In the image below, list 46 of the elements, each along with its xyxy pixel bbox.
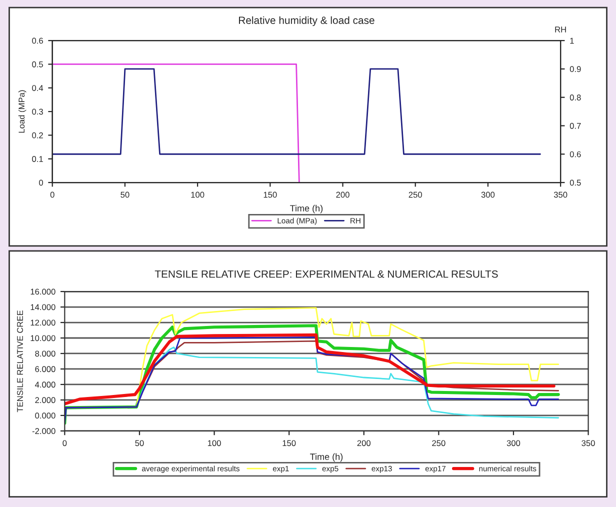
x-tick-label: 50 (120, 192, 130, 198)
x-tick-label: 250 (408, 192, 422, 198)
y2-tick-label: 0.9 (570, 66, 581, 72)
y-tick-label: 0.5 (32, 61, 43, 68)
x-axis-title: Time (h) (310, 453, 343, 462)
x-tick-label: 300 (506, 440, 520, 446)
chart-title: Relative humidity & load case (238, 16, 374, 26)
x-tick-label: 250 (432, 440, 446, 446)
y-tick-label: 14.000 (30, 304, 56, 310)
y2-tick-label: 0.8 (570, 94, 581, 100)
y2-tick-label: 0.7 (570, 122, 581, 129)
y-tick-label: 0 (39, 180, 44, 186)
y-tick-label: 0.2 (32, 132, 43, 138)
chart-title: TENSILE RELATIVE CREEP: EXPERIMENTAL & NUMERICAL RESULTS (154, 270, 498, 278)
y2-tick-label: 0.6 (570, 151, 581, 158)
y-tick-label: 16.000 (30, 288, 56, 295)
y-tick-label: 0.000 (35, 412, 56, 419)
x-tick-label: 200 (336, 192, 350, 198)
y-tick-label: 4.000 (34, 382, 56, 388)
x-axis-title: Time (h) (290, 204, 323, 214)
x-tick-label: 100 (191, 192, 204, 198)
y-tick-label: 0.1 (32, 156, 43, 162)
x-tick-label: 350 (582, 440, 595, 446)
x-tick-label: 350 (554, 192, 568, 198)
y-tick-label: 0.6 (32, 38, 43, 44)
x-tick-label: 0 (62, 440, 67, 446)
x-tick-label: 100 (208, 440, 221, 446)
y-tick-label: 8.000 (35, 350, 56, 357)
y-tick-label: 2.000 (35, 397, 56, 404)
y-tick-label: 0.3 (32, 108, 43, 115)
y-axis-title: Load (MPa) (18, 90, 26, 133)
y-tick-label: 10.000 (30, 335, 56, 342)
y-tick-label: 0.4 (32, 85, 44, 91)
x-tick-label: 300 (481, 192, 495, 198)
line-series (136, 346, 560, 418)
y2-tick-label: 1 (570, 38, 574, 44)
y-tick-label: 12.000 (30, 320, 56, 326)
x-tick-label: 200 (357, 440, 371, 446)
y-tick-label: -2.000 (32, 428, 56, 434)
y2-axis-title: RH (555, 26, 566, 32)
x-tick-label: 50 (135, 440, 144, 446)
y2-tick-label: 0.5 (570, 180, 581, 186)
x-tick-label: 150 (282, 440, 296, 446)
y-axis-title: TENSILE RELATIVE CREE (17, 310, 23, 412)
y-tick-label: 6.000 (35, 366, 56, 372)
x-tick-label: 150 (264, 192, 277, 198)
